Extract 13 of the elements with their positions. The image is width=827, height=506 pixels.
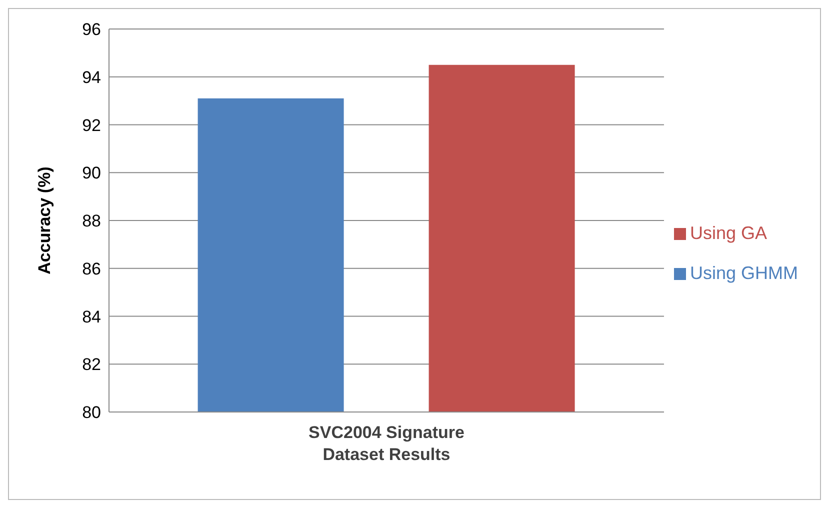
legend-label: Using GHMM [690, 263, 798, 283]
y-axis-title: Accuracy (%) [35, 166, 54, 274]
y-tick-label: 96 [82, 20, 101, 40]
y-tick-label: 88 [82, 212, 101, 231]
y-tick-label: 90 [82, 164, 101, 183]
y-tick-label: 92 [82, 116, 101, 135]
x-tick-label: SVC2004 Signature Dataset Results [308, 423, 464, 464]
legend-label: Using GA [690, 223, 768, 243]
y-tick-label: 86 [82, 259, 101, 278]
y-tick-label: 80 [82, 403, 101, 422]
y-tick-label: 84 [82, 307, 101, 326]
y-tick-label: 82 [82, 355, 101, 374]
y-tick-label: 94 [82, 68, 101, 87]
